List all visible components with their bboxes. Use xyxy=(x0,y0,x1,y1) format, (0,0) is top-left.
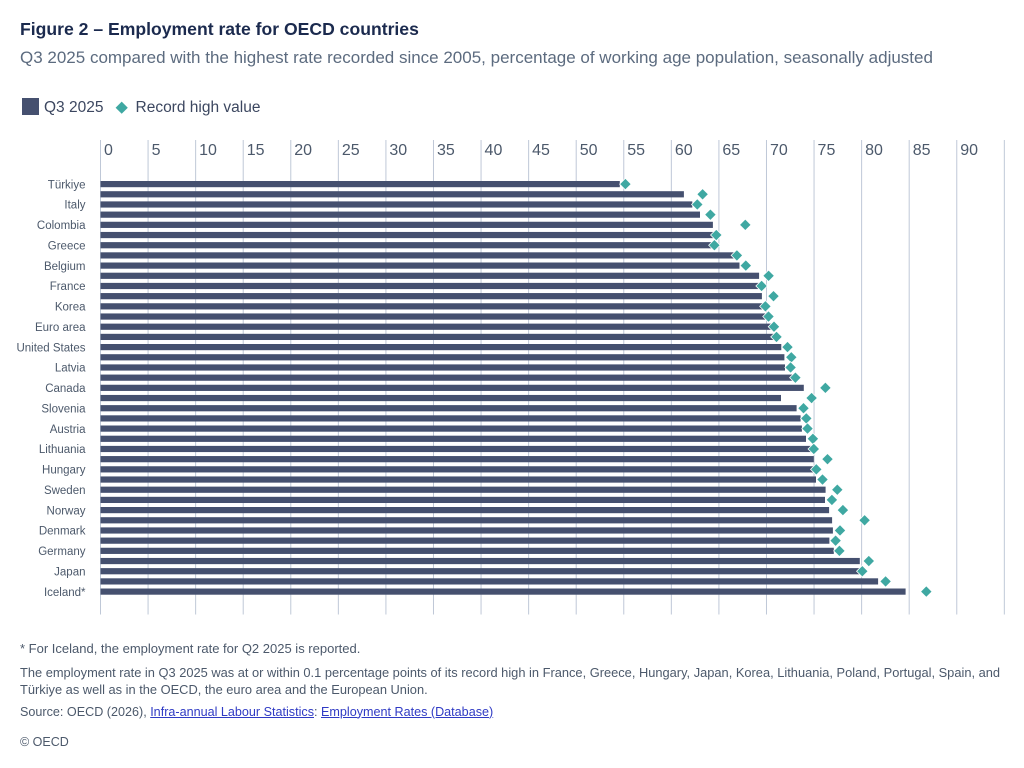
svg-text:Euro area: Euro area xyxy=(35,322,86,334)
svg-text:80: 80 xyxy=(865,142,883,159)
svg-text:France: France xyxy=(50,281,86,293)
svg-text:Norway: Norway xyxy=(47,505,86,517)
svg-text:25: 25 xyxy=(342,142,360,159)
svg-text:Belgium: Belgium xyxy=(44,261,86,273)
svg-text:10: 10 xyxy=(199,142,217,159)
svg-text:Iceland*: Iceland* xyxy=(44,587,86,599)
svg-text:Germany: Germany xyxy=(38,546,86,558)
svg-text:40: 40 xyxy=(485,142,503,159)
svg-text:Türkiye: Türkiye xyxy=(48,179,86,191)
svg-text:50: 50 xyxy=(580,142,598,159)
svg-text:Sweden: Sweden xyxy=(44,485,86,497)
svg-text:35: 35 xyxy=(437,142,455,159)
svg-text:Hungary: Hungary xyxy=(42,465,86,477)
svg-text:60: 60 xyxy=(675,142,693,159)
svg-text:0: 0 xyxy=(104,142,113,159)
svg-text:65: 65 xyxy=(722,142,740,159)
svg-text:90: 90 xyxy=(960,142,978,159)
svg-text:70: 70 xyxy=(770,142,788,159)
svg-text:Italy: Italy xyxy=(64,200,85,212)
svg-text:Japan: Japan xyxy=(54,566,85,578)
svg-text:45: 45 xyxy=(532,142,550,159)
svg-text:Austria: Austria xyxy=(50,424,86,436)
svg-text:20: 20 xyxy=(294,142,312,159)
svg-text:5: 5 xyxy=(152,142,161,159)
svg-text:Canada: Canada xyxy=(45,383,86,395)
svg-text:15: 15 xyxy=(247,142,265,159)
svg-text:Korea: Korea xyxy=(55,302,86,314)
svg-text:United States: United States xyxy=(16,342,85,354)
svg-text:Latvia: Latvia xyxy=(55,363,86,375)
svg-text:75: 75 xyxy=(818,142,836,159)
svg-text:Lithuania: Lithuania xyxy=(39,444,86,456)
svg-text:30: 30 xyxy=(389,142,407,159)
svg-text:Colombia: Colombia xyxy=(37,220,86,232)
svg-text:55: 55 xyxy=(627,142,645,159)
svg-text:Slovenia: Slovenia xyxy=(41,403,86,415)
svg-text:85: 85 xyxy=(913,142,931,159)
svg-text:Greece: Greece xyxy=(48,240,86,252)
svg-text:Denmark: Denmark xyxy=(39,526,86,538)
